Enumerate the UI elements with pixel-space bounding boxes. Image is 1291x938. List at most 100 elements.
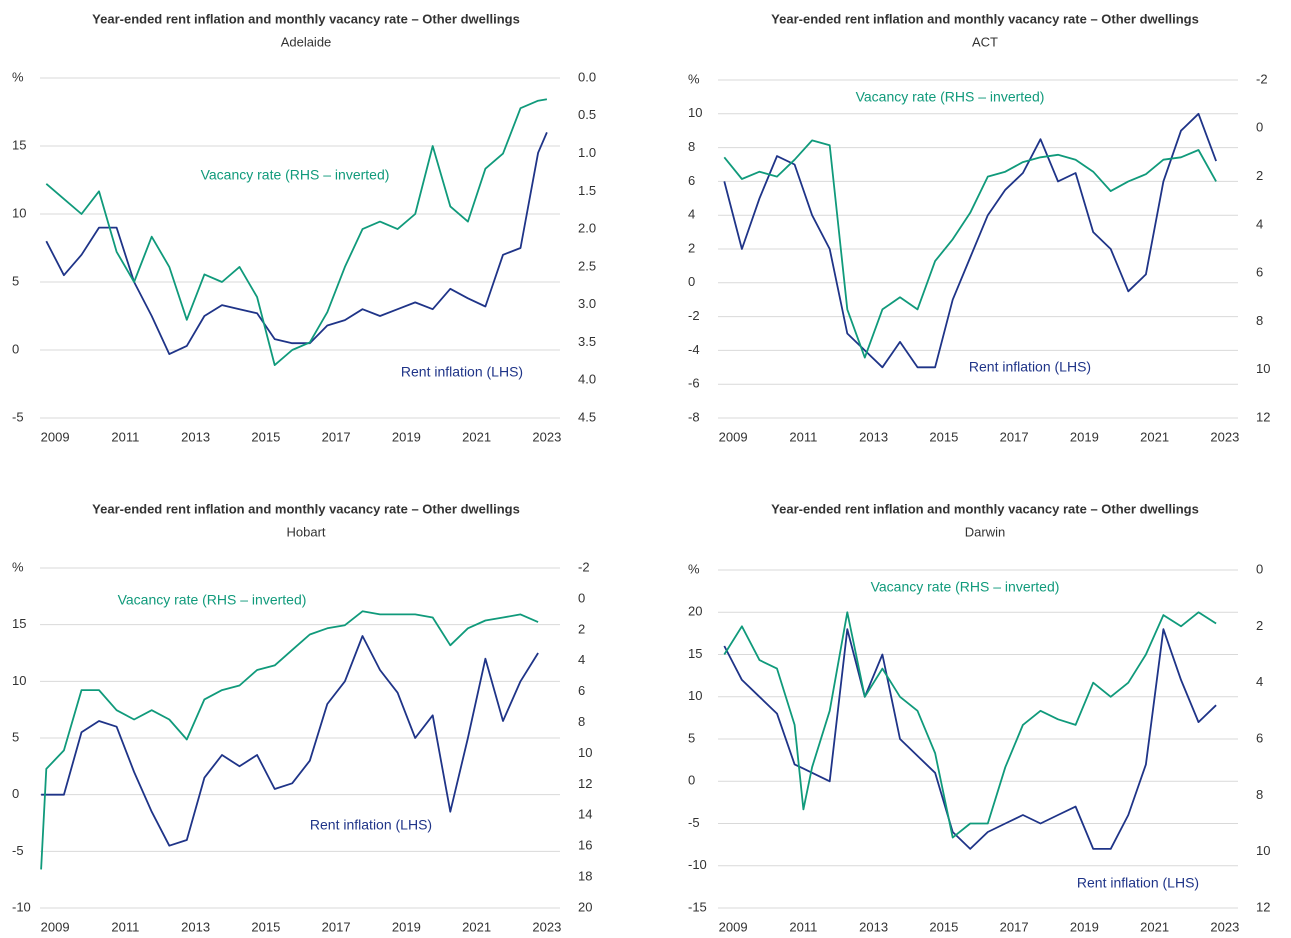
y-tick-label: 0 xyxy=(12,341,19,356)
y-tick-label: 8 xyxy=(688,139,695,154)
y-tick-label: -4 xyxy=(688,342,700,357)
y2-tick-label: 2 xyxy=(578,621,585,636)
x-tick-label: 2019 xyxy=(1070,429,1099,444)
x-tick-label: 2013 xyxy=(859,429,888,444)
x-tick-label: 2017 xyxy=(322,919,351,934)
series-line xyxy=(45,132,548,355)
y-tick-label: 2 xyxy=(688,240,695,255)
y-tick-label: 10 xyxy=(688,105,702,120)
y2-tick-label: 10 xyxy=(1256,361,1270,376)
x-tick-label: 2009 xyxy=(41,429,70,444)
y2-tick-label: 3.0 xyxy=(578,296,596,311)
y-axis-label: % xyxy=(688,561,700,576)
x-tick-label: 2009 xyxy=(719,429,748,444)
y-tick-label: 15 xyxy=(12,137,26,152)
y-tick-label: -6 xyxy=(688,376,700,391)
x-tick-label: 2021 xyxy=(462,919,491,934)
y2-tick-label: 6 xyxy=(1256,265,1263,280)
x-tick-label: 2011 xyxy=(789,919,817,934)
chart-title: Year-ended rent inflation and monthly va… xyxy=(771,11,1199,26)
x-tick-label: 2023 xyxy=(1210,429,1239,444)
y-tick-label: 20 xyxy=(688,604,702,619)
x-tick-label: 2013 xyxy=(181,919,210,934)
y2-tick-label: 12 xyxy=(1256,899,1270,914)
y-tick-label: 15 xyxy=(688,646,702,661)
y2-tick-label: 10 xyxy=(1256,843,1270,858)
y-tick-label: 10 xyxy=(12,673,26,688)
x-tick-label: 2021 xyxy=(1140,919,1169,934)
y-tick-label: 10 xyxy=(12,205,26,220)
series-label: Rent inflation (LHS) xyxy=(969,359,1091,375)
y-tick-label: 0 xyxy=(12,786,19,801)
y-tick-label: -10 xyxy=(688,857,707,872)
y2-tick-label: 4 xyxy=(1256,674,1263,689)
y2-tick-label: 3.5 xyxy=(578,334,596,349)
x-tick-label: 2017 xyxy=(1000,919,1029,934)
y-axis-label: % xyxy=(688,71,700,86)
x-tick-label: 2015 xyxy=(251,919,280,934)
y2-tick-label: 4.0 xyxy=(578,372,596,387)
x-tick-label: 2015 xyxy=(929,429,958,444)
series-label: Vacancy rate (RHS – inverted) xyxy=(856,89,1045,105)
x-tick-label: 2015 xyxy=(251,429,280,444)
x-tick-label: 2023 xyxy=(1210,919,1239,934)
series-line xyxy=(41,635,539,847)
y2-tick-label: 10 xyxy=(578,745,592,760)
y-tick-label: 5 xyxy=(12,273,19,288)
y2-tick-label: 12 xyxy=(1256,409,1270,424)
y-tick-label: 10 xyxy=(688,688,702,703)
series-label: Vacancy rate (RHS – inverted) xyxy=(871,579,1060,595)
x-tick-label: 2023 xyxy=(532,429,561,444)
y2-tick-label: 4 xyxy=(1256,216,1263,231)
series-line xyxy=(723,611,1217,839)
y2-tick-label: 2 xyxy=(1256,168,1263,183)
series-label: Vacancy rate (RHS – inverted) xyxy=(201,167,390,183)
y-axis-label: % xyxy=(12,69,24,84)
y2-tick-label: 0 xyxy=(1256,120,1263,135)
chart-subtitle: Darwin xyxy=(965,524,1005,539)
series-label: Rent inflation (LHS) xyxy=(1077,875,1199,891)
chart-subtitle: ACT xyxy=(972,34,998,49)
y-tick-label: -5 xyxy=(12,409,24,424)
y-tick-label: -5 xyxy=(688,815,700,830)
y2-tick-label: 16 xyxy=(578,838,592,853)
x-tick-label: 2009 xyxy=(719,919,748,934)
chart-subtitle: Adelaide xyxy=(281,34,332,49)
series-label: Rent inflation (LHS) xyxy=(310,817,432,833)
x-tick-label: 2021 xyxy=(1140,429,1169,444)
y2-tick-label: 14 xyxy=(578,807,592,822)
y2-tick-label: 8 xyxy=(1256,787,1263,802)
x-tick-label: 2011 xyxy=(111,919,139,934)
y2-tick-label: -2 xyxy=(1256,71,1268,86)
y2-tick-label: 6 xyxy=(1256,730,1263,745)
y2-tick-label: 0.0 xyxy=(578,69,596,84)
y2-tick-label: 2.0 xyxy=(578,221,596,236)
chart-title: Year-ended rent inflation and monthly va… xyxy=(771,501,1199,516)
y-tick-label: 0 xyxy=(688,274,695,289)
y2-tick-label: 1.5 xyxy=(578,183,596,198)
y2-tick-label: 2.5 xyxy=(578,258,596,273)
y-tick-label: -2 xyxy=(688,308,700,323)
y-tick-label: 15 xyxy=(12,616,26,631)
y-tick-label: 6 xyxy=(688,173,695,188)
y-tick-label: -15 xyxy=(688,899,707,914)
x-tick-label: 2019 xyxy=(1070,919,1099,934)
y2-tick-label: 4 xyxy=(578,652,585,667)
y2-tick-label: 20 xyxy=(578,899,592,914)
y-tick-label: 4 xyxy=(688,207,695,222)
y2-tick-label: 1.0 xyxy=(578,145,596,160)
x-tick-label: 2013 xyxy=(181,429,210,444)
series-line xyxy=(723,628,1217,850)
series-line xyxy=(723,139,1217,359)
x-tick-label: 2011 xyxy=(789,429,817,444)
series-line xyxy=(45,98,548,366)
y-tick-label: 5 xyxy=(12,729,19,744)
x-tick-label: 2017 xyxy=(1000,429,1029,444)
y2-tick-label: 12 xyxy=(578,776,592,791)
y2-tick-label: 8 xyxy=(578,714,585,729)
chart-subtitle: Hobart xyxy=(286,524,325,539)
series-line xyxy=(723,112,1217,369)
x-tick-label: 2021 xyxy=(462,429,491,444)
x-tick-label: 2013 xyxy=(859,919,888,934)
